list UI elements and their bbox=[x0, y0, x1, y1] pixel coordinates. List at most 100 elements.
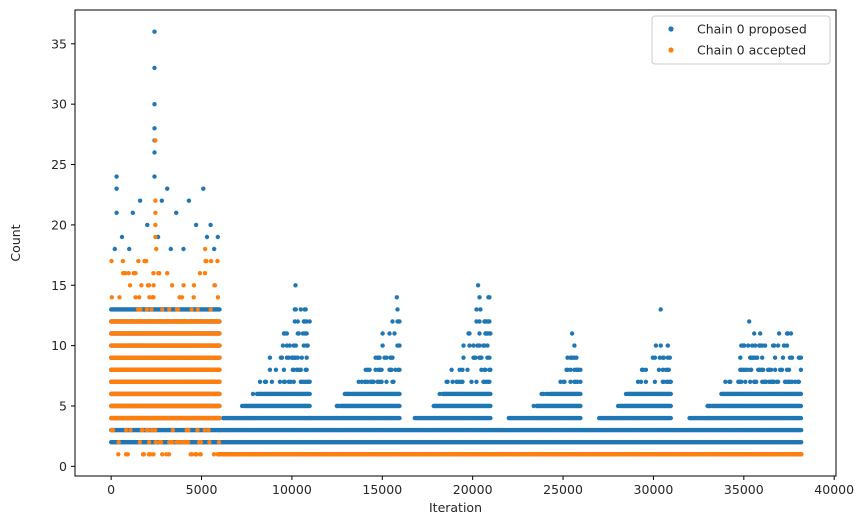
proposed-point bbox=[658, 307, 663, 312]
accepted-point bbox=[217, 403, 222, 409]
proposed-point bbox=[152, 174, 157, 179]
proposed-point bbox=[728, 379, 733, 384]
proposed-point bbox=[391, 379, 396, 384]
proposed-point bbox=[471, 343, 476, 348]
proposed-point bbox=[487, 319, 492, 324]
proposed-point bbox=[485, 343, 490, 348]
proposed-point bbox=[578, 415, 583, 421]
proposed-point bbox=[798, 415, 804, 421]
proposed-point bbox=[293, 283, 298, 288]
proposed-point bbox=[666, 367, 671, 372]
proposed-point bbox=[487, 379, 492, 384]
proposed-point bbox=[152, 150, 157, 155]
proposed-point bbox=[287, 343, 292, 348]
proposed-point bbox=[152, 126, 157, 131]
proposed-point bbox=[397, 415, 402, 421]
proposed-point bbox=[397, 403, 402, 409]
proposed-point bbox=[384, 355, 389, 360]
proposed-point bbox=[267, 367, 273, 372]
proposed-point bbox=[461, 343, 466, 348]
proposed-point bbox=[668, 415, 673, 421]
proposed-point bbox=[465, 367, 470, 372]
proposed-point bbox=[291, 379, 296, 384]
proposed-point bbox=[305, 343, 310, 348]
proposed-point bbox=[112, 246, 118, 252]
proposed-point bbox=[784, 343, 790, 348]
proposed-point bbox=[263, 379, 269, 384]
proposed-point bbox=[477, 319, 482, 324]
proposed-point bbox=[304, 355, 309, 360]
proposed-point bbox=[307, 379, 312, 384]
proposed-point bbox=[748, 379, 753, 384]
proposed-point bbox=[475, 283, 481, 288]
proposed-point bbox=[208, 222, 213, 228]
proposed-point bbox=[747, 319, 752, 324]
proposed-point bbox=[572, 343, 577, 348]
proposed-point bbox=[114, 210, 119, 215]
proposed-point bbox=[307, 391, 312, 397]
proposed-point bbox=[488, 403, 493, 409]
proposed-point bbox=[788, 331, 794, 336]
proposed-point bbox=[488, 331, 493, 336]
proposed-point bbox=[754, 379, 759, 384]
proposed-point bbox=[371, 379, 376, 384]
proposed-point bbox=[152, 29, 157, 34]
proposed-point bbox=[293, 307, 298, 312]
proposed-point bbox=[473, 355, 478, 360]
proposed-point bbox=[578, 379, 583, 384]
points-layer bbox=[109, 29, 804, 457]
proposed-point bbox=[165, 186, 170, 191]
proposed-point bbox=[367, 367, 372, 372]
proposed-point bbox=[280, 343, 286, 348]
proposed-point bbox=[215, 234, 220, 240]
proposed-point bbox=[667, 355, 672, 360]
proposed-point bbox=[483, 367, 488, 372]
proposed-point bbox=[377, 355, 382, 360]
proposed-point bbox=[789, 355, 795, 360]
proposed-point bbox=[449, 367, 454, 372]
proposed-point bbox=[799, 440, 804, 445]
proposed-point bbox=[762, 343, 768, 348]
proposed-point bbox=[775, 343, 781, 348]
proposed-point bbox=[578, 367, 583, 372]
proposed-point bbox=[758, 331, 763, 336]
proposed-point bbox=[460, 367, 465, 372]
proposed-point bbox=[668, 403, 673, 409]
proposed-point bbox=[212, 246, 217, 252]
proposed-point bbox=[119, 234, 125, 240]
proposed-point bbox=[304, 367, 309, 372]
proposed-point bbox=[174, 210, 179, 215]
proposed-point bbox=[445, 379, 450, 384]
proposed-point bbox=[743, 379, 748, 384]
proposed-point bbox=[665, 343, 670, 348]
proposed-point bbox=[652, 355, 658, 360]
proposed-point bbox=[569, 331, 575, 336]
proposed-point bbox=[450, 379, 455, 384]
proposed-point bbox=[390, 355, 395, 360]
proposed-point bbox=[307, 319, 312, 324]
proposed-point bbox=[114, 174, 119, 179]
proposed-point bbox=[798, 367, 804, 372]
proposed-point bbox=[779, 367, 785, 372]
proposed-point bbox=[643, 379, 649, 384]
proposed-point bbox=[217, 307, 222, 312]
proposed-point bbox=[461, 355, 466, 360]
proposed-point bbox=[145, 222, 150, 228]
proposed-point bbox=[477, 331, 482, 336]
proposed-point bbox=[293, 343, 298, 348]
proposed-point bbox=[772, 367, 778, 372]
proposed-point bbox=[186, 198, 192, 203]
proposed-point bbox=[578, 403, 583, 409]
proposed-point bbox=[387, 331, 392, 336]
proposed-point bbox=[380, 343, 385, 348]
proposed-point bbox=[487, 355, 492, 360]
proposed-point bbox=[643, 367, 649, 372]
proposed-point bbox=[282, 379, 288, 384]
proposed-point bbox=[277, 379, 283, 384]
proposed-point bbox=[578, 391, 583, 397]
proposed-point bbox=[303, 307, 308, 312]
proposed-point bbox=[279, 355, 285, 360]
proposed-point bbox=[658, 343, 663, 348]
